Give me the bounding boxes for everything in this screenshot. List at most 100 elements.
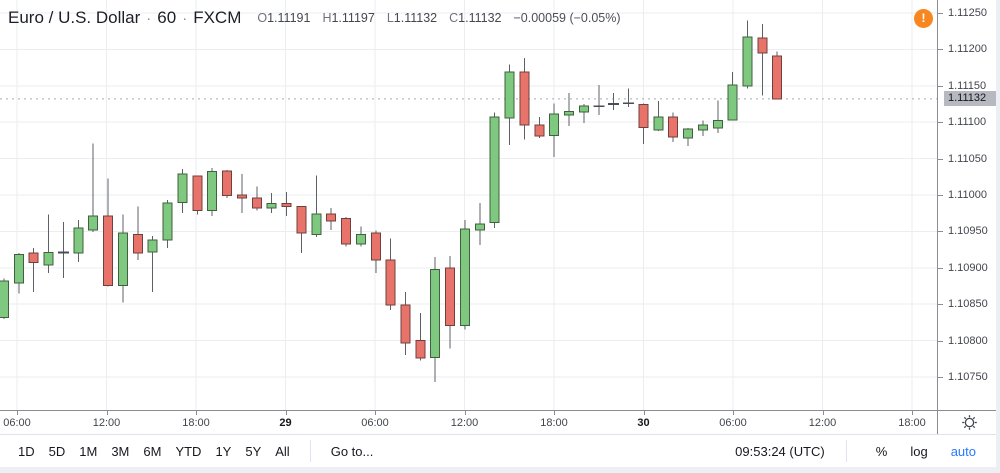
time-axis[interactable]: 06:00 12:00 18:00 29 06:00 12:00 18:00 30 06:00 1… (0, 411, 937, 434)
time-tickmark (643, 411, 645, 415)
time-tickmark (285, 411, 287, 415)
candle (57, 221, 69, 278)
candle (445, 256, 456, 349)
price-axis[interactable]: 1.11132 1.11250 1.11200 1.11150 1.11100 1.11… (938, 0, 1000, 410)
symbol-title[interactable]: Euro / U.S. Dollar (8, 8, 141, 27)
candle (147, 235, 158, 292)
legend-separator: · (182, 9, 188, 27)
candle (266, 192, 277, 214)
time-label: 06:00 (719, 417, 747, 429)
candle (757, 23, 768, 96)
candle (103, 178, 114, 287)
candle (578, 104, 589, 123)
bottom-toolbar: 1D 5D 1M 3M 6M YTD 1Y 5Y All Go to... 09… (0, 434, 1000, 467)
time-tickmark (375, 411, 376, 415)
percent-scale-button[interactable]: % (875, 443, 888, 459)
range-button-ytd[interactable]: YTD (175, 443, 202, 459)
legend-separator: · (146, 9, 152, 27)
candle (459, 219, 470, 330)
alert-glyph: ! (921, 11, 926, 25)
time-label: 12:00 (808, 417, 837, 429)
time-tickmark (106, 411, 108, 415)
range-button-6m[interactable]: 6M (143, 443, 162, 459)
time-label: 29 (279, 417, 292, 429)
candle (73, 219, 84, 262)
time-label: 06:00 (3, 417, 31, 429)
candle (385, 238, 396, 311)
candle (519, 58, 530, 140)
time-tickmark (733, 411, 734, 415)
toolbar-divider (309, 440, 311, 462)
candle (43, 214, 54, 273)
candle (697, 120, 708, 137)
range-button-5d[interactable]: 5D (48, 443, 66, 459)
candle (281, 192, 292, 217)
time-label: 06:00 (361, 417, 389, 429)
candle (772, 51, 783, 100)
candlestick-chart[interactable] (0, 0, 937, 410)
chart-pane: Euro / U.S. Dollar · 60 · FXCM O1.11191 … (0, 0, 937, 410)
candle (415, 312, 426, 361)
page-edge-bottom (0, 467, 1000, 473)
candle (162, 200, 173, 249)
range-button-3m[interactable]: 3M (111, 443, 130, 459)
candle (88, 143, 99, 233)
candle (638, 103, 649, 145)
range-button-all[interactable]: All (275, 443, 290, 459)
candle (132, 206, 143, 260)
candle (564, 93, 575, 126)
toolbar-right-group: 09:53:24 (UTC) % log auto (735, 440, 983, 462)
interval-label[interactable]: 60 (157, 8, 177, 27)
time-tickmark (464, 411, 466, 415)
candle (727, 71, 738, 121)
time-tickmark (822, 411, 824, 415)
candle (534, 117, 545, 139)
ohlc-readout: O1.11191 H1.11197 L1.11132 C1.11132 (257, 11, 501, 25)
candle (504, 64, 515, 145)
clock-label[interactable]: 09:53:24 (UTC) (735, 443, 825, 459)
candle (668, 112, 679, 142)
page-edge-right (996, 0, 1000, 467)
range-button-1d[interactable]: 1D (18, 443, 35, 459)
time-label: 18:00 (540, 417, 568, 429)
candle (177, 168, 188, 214)
candle (549, 103, 560, 158)
candle (0, 278, 9, 319)
candle (400, 291, 411, 356)
time-label: 18:00 (182, 417, 210, 429)
ohlc-close: C1.11132 (449, 11, 502, 25)
exchange-label[interactable]: FXCM (193, 8, 242, 27)
candle (326, 208, 337, 230)
last-price-label: 1.11132 (944, 91, 997, 107)
range-button-1y[interactable]: 1Y (215, 443, 232, 459)
time-tickmark (912, 411, 913, 415)
candle (623, 88, 635, 107)
candle (28, 248, 39, 292)
candle (370, 230, 381, 273)
range-button-5y[interactable]: 5Y (245, 443, 262, 459)
log-scale-button[interactable]: log (910, 443, 928, 459)
chart-legend: Euro / U.S. Dollar · 60 · FXCM O1.11191 … (8, 6, 621, 30)
axis-corner[interactable] (938, 411, 1000, 434)
candle (355, 226, 366, 247)
time-label: 12:00 (92, 417, 121, 429)
goto-button[interactable]: Go to... (330, 443, 374, 459)
candle (653, 101, 664, 131)
range-button-1m[interactable]: 1M (79, 443, 98, 459)
time-tickmark (554, 411, 555, 415)
auto-scale-button[interactable]: auto (950, 443, 976, 459)
candle (117, 214, 128, 303)
candle (593, 85, 605, 115)
candle (683, 128, 694, 147)
gear-icon (961, 415, 977, 430)
price-change: −0.00059 (−0.05%) (513, 11, 621, 25)
time-label: 30 (637, 417, 650, 429)
candle (207, 168, 218, 217)
time-axis-border (0, 410, 1000, 411)
candle (251, 186, 262, 211)
candle (311, 175, 322, 238)
ohlc-open: O1.11191 (257, 11, 311, 25)
alert-icon[interactable]: ! (914, 9, 933, 28)
candle (13, 253, 24, 294)
